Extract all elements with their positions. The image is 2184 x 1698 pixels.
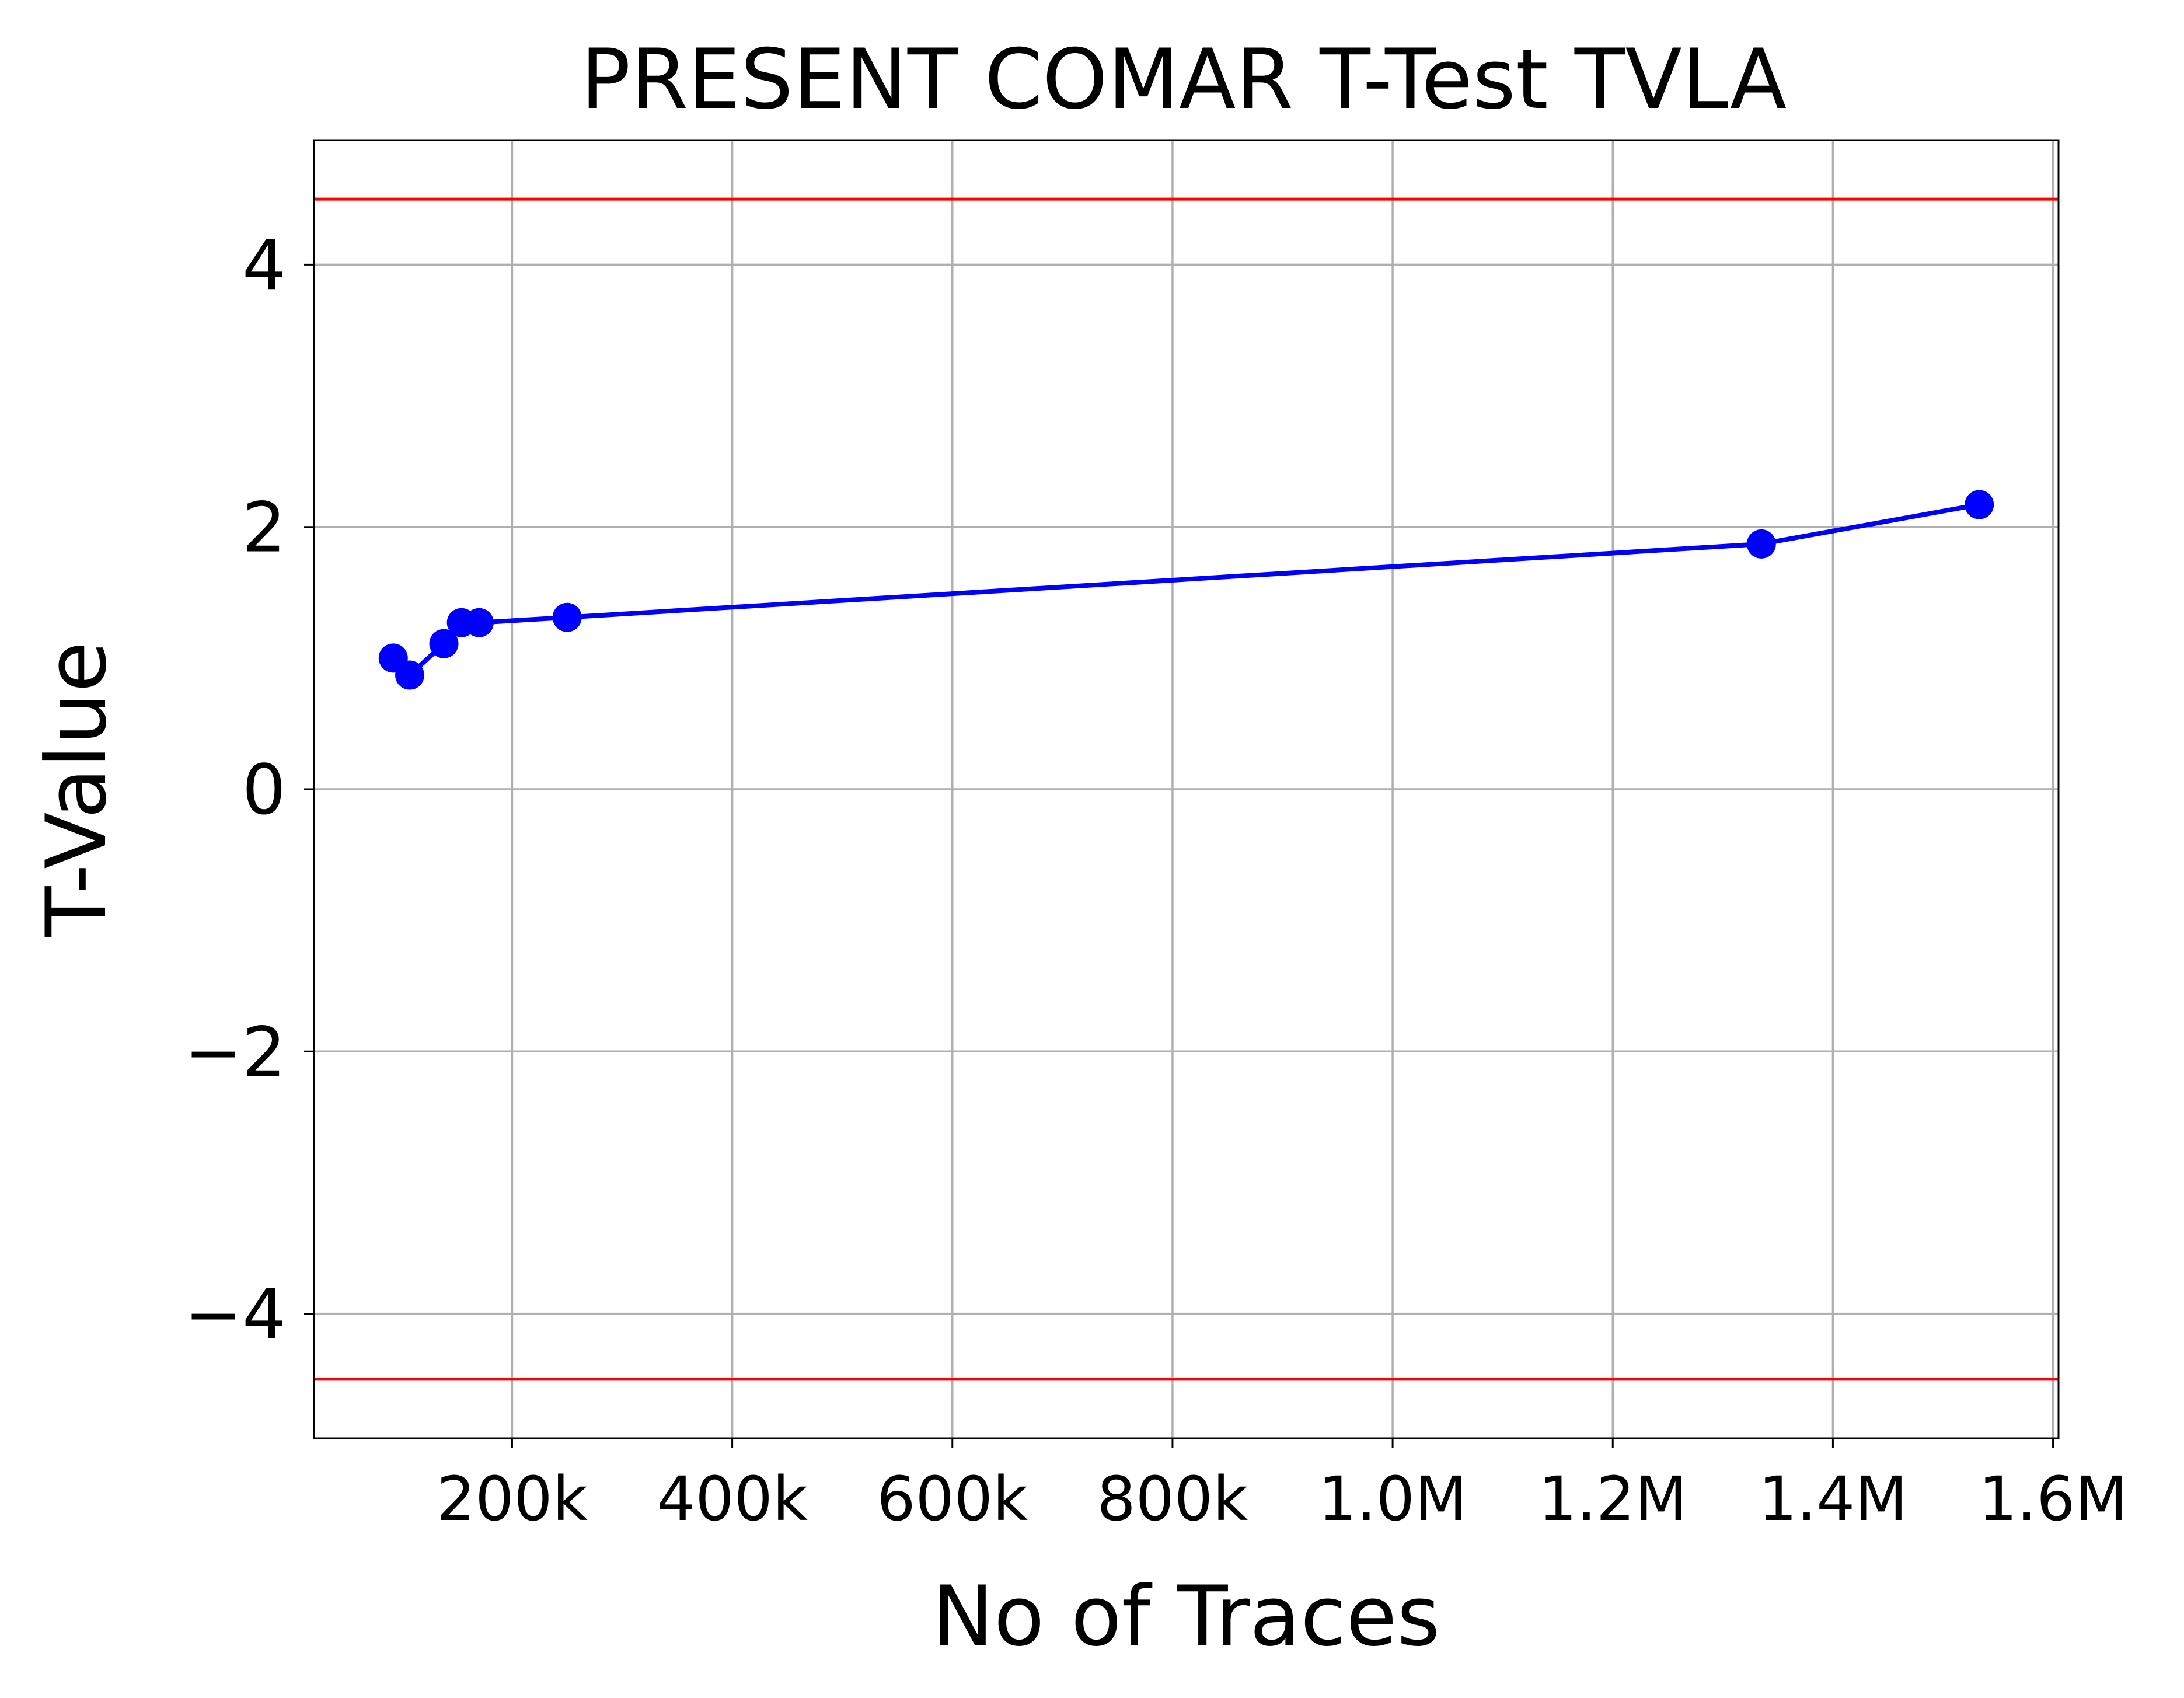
y-tick-label: −2 <box>184 1012 286 1092</box>
data-point <box>1965 490 1994 519</box>
grid-lines <box>314 140 2059 1438</box>
x-axis-label: No of Traces <box>932 1568 1440 1665</box>
data-point <box>1746 529 1776 559</box>
y-axis-label: T-Value <box>29 641 125 938</box>
x-tick-label: 1.6M <box>1979 1463 2127 1535</box>
x-tick-label: 600k <box>877 1463 1028 1535</box>
threshold-lines <box>314 197 2059 1381</box>
x-tick-label: 1.4M <box>1759 1463 1907 1535</box>
x-tick-label: 800k <box>1097 1463 1248 1535</box>
data-series <box>378 490 1994 690</box>
data-point <box>464 608 494 637</box>
x-tick-label: 400k <box>657 1463 808 1535</box>
y-tick-label: 2 <box>242 487 286 568</box>
x-tick-label: 1.2M <box>1538 1463 1687 1535</box>
x-tick-label: 200k <box>437 1463 588 1535</box>
x-tick-label: 1.0M <box>1318 1463 1467 1535</box>
data-point <box>552 602 582 632</box>
data-point <box>429 629 459 658</box>
y-axis-ticks: −4 −2 0 2 4 <box>184 225 314 1355</box>
data-point <box>395 660 425 690</box>
chart-title: PRESENT COMAR T-Test TVLA <box>581 32 1787 128</box>
x-axis-ticks: 200k 400k 600k 800k 1.0M 1.2M 1.4M 1.6M <box>437 1438 2127 1535</box>
y-tick-label: 4 <box>242 225 286 305</box>
y-tick-label: 0 <box>242 749 286 830</box>
y-tick-label: −4 <box>184 1274 286 1355</box>
